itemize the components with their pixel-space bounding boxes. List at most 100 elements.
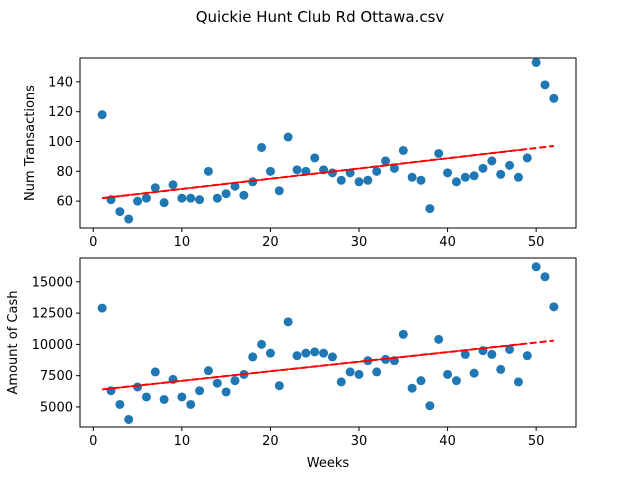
data-point-amount-of-cash-43 (469, 368, 479, 378)
data-point-amount-of-cash-13 (203, 366, 213, 376)
data-point-num-transactions-30 (354, 177, 364, 187)
data-point-amount-of-cash-32 (372, 367, 382, 377)
data-point-amount-of-cash-25 (310, 347, 320, 357)
data-point-amount-of-cash-35 (398, 329, 408, 339)
data-point-num-transactions-20 (265, 166, 275, 176)
data-point-num-transactions-38 (425, 204, 435, 214)
y-tick-label-amount-of-cash-7500: 7500 (40, 369, 73, 384)
data-point-amount-of-cash-8 (159, 394, 169, 404)
data-point-amount-of-cash-20 (265, 348, 275, 358)
data-point-num-transactions-51 (540, 80, 550, 90)
x-tick-label-amount-of-cash-10: 10 (174, 434, 191, 449)
data-point-num-transactions-5 (133, 196, 143, 206)
axes-frame-amount-of-cash (79, 257, 577, 428)
data-point-amount-of-cash-50 (531, 262, 541, 272)
data-point-amount-of-cash-41 (451, 376, 461, 386)
data-point-num-transactions-10 (177, 193, 187, 203)
y-axis-label-num-transactions: Num Transactions (23, 85, 38, 201)
x-tick-label-amount-of-cash-50: 50 (528, 434, 545, 449)
data-point-num-transactions-28 (336, 175, 346, 185)
data-point-amount-of-cash-48 (513, 377, 523, 387)
data-point-amount-of-cash-47 (505, 344, 515, 354)
x-axis-label-amount-of-cash: Weeks (307, 456, 350, 471)
data-point-num-transactions-17 (239, 190, 249, 200)
panel-num-transactions: 0 10 20 30 40 50 60 80 100 120 140 Num Transactions (23, 57, 577, 250)
data-point-amount-of-cash-51 (540, 272, 550, 282)
data-point-num-transactions-29 (345, 168, 355, 178)
y-tick-label-amount-of-cash-15000: 15000 (32, 275, 73, 290)
trend-line-solid-num-transactions (102, 148, 528, 199)
data-point-amount-of-cash-46 (496, 364, 506, 374)
data-point-num-transactions-43 (469, 171, 479, 181)
data-point-num-transactions-36 (407, 172, 417, 182)
data-point-amount-of-cash-3 (115, 399, 125, 409)
x-tick-label-amount-of-cash-30: 30 (351, 434, 368, 449)
data-point-num-transactions-48 (513, 172, 523, 182)
data-point-num-transactions-4 (124, 214, 134, 224)
data-point-num-transactions-6 (141, 193, 151, 203)
y-tick-label-num-transactions-60: 60 (56, 195, 73, 210)
axes-frame-num-transactions (79, 57, 577, 229)
data-point-amount-of-cash-6 (141, 392, 151, 402)
data-point-num-transactions-14 (212, 193, 222, 203)
data-point-amount-of-cash-37 (416, 376, 426, 386)
data-point-num-transactions-1 (97, 110, 107, 120)
data-point-num-transactions-12 (195, 195, 205, 205)
data-point-num-transactions-37 (416, 175, 426, 185)
data-point-amount-of-cash-12 (195, 386, 205, 396)
data-point-num-transactions-33 (381, 156, 391, 166)
data-point-num-transactions-46 (496, 169, 506, 179)
data-point-amount-of-cash-14 (212, 378, 222, 388)
data-point-amount-of-cash-27 (327, 352, 337, 362)
y-axis-label-amount-of-cash: Amount of Cash (6, 291, 21, 395)
data-point-amount-of-cash-42 (460, 349, 470, 359)
data-point-amount-of-cash-10 (177, 392, 187, 402)
data-point-amount-of-cash-22 (283, 317, 293, 327)
data-point-num-transactions-24 (301, 166, 311, 176)
x-tick-label-amount-of-cash-20: 20 (262, 434, 279, 449)
data-point-num-transactions-9 (168, 180, 178, 190)
y-tick-label-num-transactions-80: 80 (56, 165, 73, 180)
data-point-num-transactions-40 (443, 168, 453, 178)
data-point-amount-of-cash-52 (549, 302, 559, 312)
data-point-amount-of-cash-11 (186, 399, 196, 409)
data-point-amount-of-cash-15 (221, 387, 231, 397)
data-point-amount-of-cash-21 (274, 381, 284, 391)
data-point-num-transactions-47 (505, 160, 515, 170)
data-point-num-transactions-52 (549, 93, 559, 103)
data-point-amount-of-cash-49 (522, 351, 532, 361)
data-point-num-transactions-25 (310, 153, 320, 163)
data-point-amount-of-cash-39 (434, 334, 444, 344)
x-tick-label-num-transactions-40: 40 (439, 235, 456, 250)
data-point-amount-of-cash-38 (425, 401, 435, 411)
data-point-amount-of-cash-40 (443, 369, 453, 379)
data-point-num-transactions-15 (221, 189, 231, 199)
y-tick-label-amount-of-cash-10000: 10000 (32, 338, 73, 353)
figure-title: Quickie Hunt Club Rd Ottawa.csv (196, 8, 445, 26)
data-point-amount-of-cash-16 (230, 376, 240, 386)
trend-line-solid-amount-of-cash (102, 342, 528, 391)
data-point-amount-of-cash-30 (354, 369, 364, 379)
data-point-amount-of-cash-4 (124, 414, 134, 424)
data-point-num-transactions-49 (522, 153, 532, 163)
data-point-num-transactions-21 (274, 186, 284, 196)
data-point-num-transactions-11 (186, 193, 196, 203)
data-point-num-transactions-42 (460, 172, 470, 182)
data-point-amount-of-cash-1 (97, 303, 107, 313)
data-point-num-transactions-41 (451, 177, 461, 187)
data-point-num-transactions-45 (487, 156, 497, 166)
x-tick-label-num-transactions-20: 20 (262, 235, 279, 250)
data-point-amount-of-cash-24 (301, 348, 311, 358)
data-point-num-transactions-3 (115, 207, 125, 217)
data-point-num-transactions-19 (257, 142, 267, 152)
data-point-num-transactions-39 (434, 148, 444, 158)
x-tick-label-num-transactions-50: 50 (528, 235, 545, 250)
x-tick-label-num-transactions-10: 10 (174, 235, 191, 250)
data-point-num-transactions-32 (372, 166, 382, 176)
data-point-num-transactions-50 (531, 57, 541, 67)
data-point-amount-of-cash-36 (407, 383, 417, 393)
y-tick-label-amount-of-cash-12500: 12500 (32, 307, 73, 322)
data-point-amount-of-cash-23 (292, 351, 302, 361)
data-point-amount-of-cash-26 (319, 348, 329, 358)
